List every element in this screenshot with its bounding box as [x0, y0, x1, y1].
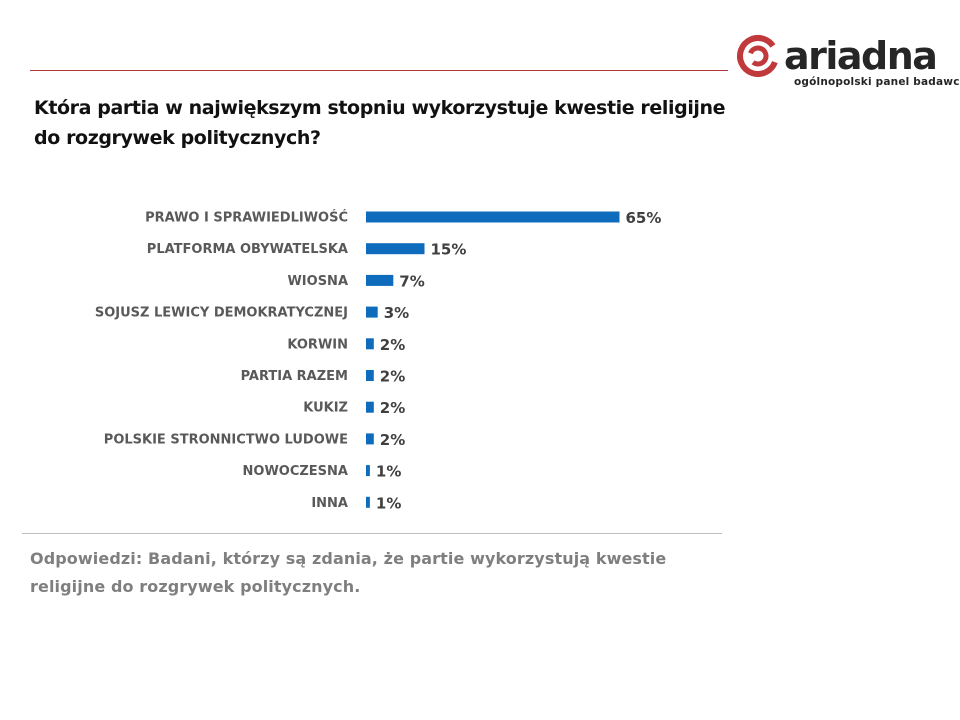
- value-label: 65%: [626, 209, 662, 227]
- category-label: PRAWO I SPRAWIEDLIWOŚĆ: [145, 210, 348, 226]
- bar: [366, 274, 394, 286]
- value-label: 15%: [431, 241, 467, 259]
- category-label: POLSKIE STRONNICTWO LUDOWE: [104, 432, 348, 447]
- ariadna-logo: ariadna ogólnopolski panel badawczy: [736, 34, 960, 90]
- value-label: 2%: [380, 431, 405, 449]
- category-label: SOJUSZ LEWICY DEMOKRATYCZNEJ: [95, 306, 348, 321]
- category-label: PARTIA RAZEM: [241, 369, 348, 384]
- answer-note: Odpowiedzi: Badani, którzy są zdania, że…: [30, 549, 667, 596]
- brand-wordmark: ariadna: [784, 34, 938, 78]
- value-label: 3%: [384, 304, 409, 322]
- value-label: 2%: [380, 399, 405, 417]
- bar: [366, 433, 374, 445]
- footer-rule: [22, 533, 722, 534]
- bar: [366, 465, 370, 477]
- category-label: INNA: [311, 496, 348, 511]
- category-label: NOWOCZESNA: [243, 464, 348, 479]
- category-label: KUKIZ: [303, 401, 348, 416]
- brand-tagline: ogólnopolski panel badawczy: [794, 76, 960, 88]
- category-label: KORWIN: [287, 337, 348, 352]
- value-label: 1%: [376, 494, 401, 512]
- value-label: 2%: [380, 368, 405, 386]
- bar: [366, 211, 620, 223]
- value-label: 1%: [376, 463, 401, 481]
- category-label: WIOSNA: [287, 274, 348, 289]
- category-label: PLATFORMA OBYWATELSKA: [147, 242, 348, 257]
- bar: [366, 401, 374, 413]
- bar: [366, 306, 378, 318]
- value-label: 7%: [399, 272, 424, 290]
- bar: [366, 338, 374, 350]
- bar: [366, 370, 374, 381]
- ariadna-logo-icon: [737, 35, 779, 77]
- bar: [366, 496, 370, 508]
- bar-chart: PRAWO I SPRAWIEDLIWOŚĆ 65% PLATFORMA OBYWA…: [95, 209, 662, 512]
- header-rule: [30, 70, 728, 71]
- survey-question: Która partia w największym stopniu wykor…: [34, 97, 726, 149]
- value-label: 2%: [380, 336, 405, 354]
- bar: [366, 243, 425, 255]
